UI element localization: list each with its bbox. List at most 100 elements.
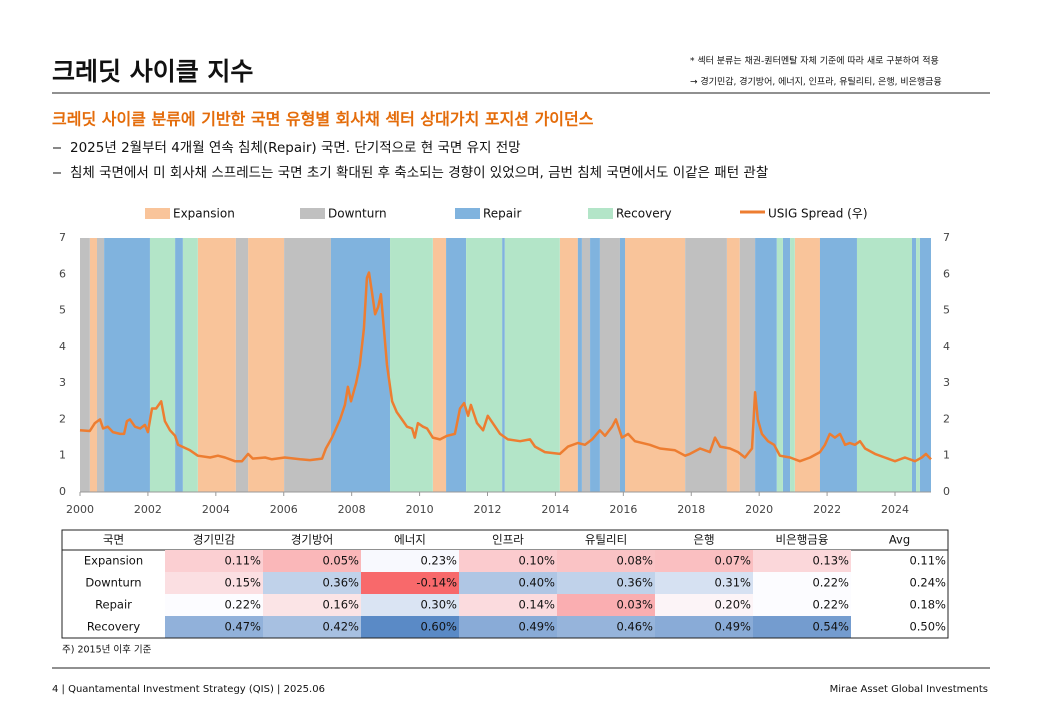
footnote: 주) 2015년 이후 기준 xyxy=(62,645,152,656)
phase-band xyxy=(80,238,90,492)
heat-cell xyxy=(165,594,263,616)
column-header: 경기방어 xyxy=(291,533,333,547)
row-label: Expansion xyxy=(84,554,143,568)
heat-cell xyxy=(263,572,361,594)
cell-value: 0.03% xyxy=(616,598,653,612)
heat-cell xyxy=(165,572,263,594)
column-header: 유틸리티 xyxy=(585,533,627,547)
y-tick-label: 4 xyxy=(59,340,66,353)
cell-value: 0.47% xyxy=(224,620,261,634)
cell-value: 0.10% xyxy=(518,554,555,568)
phase-band xyxy=(432,238,447,492)
cell-value: 0.31% xyxy=(714,576,751,590)
heat-cell xyxy=(263,550,361,572)
legend-label: Downturn xyxy=(328,207,387,221)
cell-value: 0.15% xyxy=(224,576,261,590)
heat-cell xyxy=(263,616,361,638)
phase-band xyxy=(149,238,176,492)
phase-band xyxy=(390,238,433,492)
x-tick-label: 2016 xyxy=(609,503,637,516)
heat-cell xyxy=(753,550,851,572)
heat-cell xyxy=(557,572,655,594)
avg-value: 0.24% xyxy=(909,576,946,590)
heat-cell xyxy=(361,550,459,572)
phase-band xyxy=(916,238,920,492)
legend-swatch xyxy=(300,208,325,219)
cell-value: 0.23% xyxy=(420,554,457,568)
y-tick-label: 7 xyxy=(59,231,66,244)
page-title: 크레딧 사이클 지수 xyxy=(52,57,253,86)
phase-band xyxy=(96,238,105,492)
x-tick-label: 2018 xyxy=(677,503,705,516)
table-border xyxy=(61,529,949,639)
cell-value: 0.49% xyxy=(714,620,751,634)
heat-cell xyxy=(165,550,263,572)
heat-cell xyxy=(459,550,557,572)
footer-right: Mirae Asset Global Investments xyxy=(830,684,988,695)
y2-tick-label: 2 xyxy=(943,412,950,425)
phase-band xyxy=(919,238,931,492)
column-header: Avg xyxy=(889,533,910,547)
y2-tick-label: 1 xyxy=(943,449,950,462)
cell-value: 0.11% xyxy=(224,554,261,568)
bullet: 2025년 2월부터 4개월 연속 침체(Repair) 국면. 단기적으로 현… xyxy=(70,140,521,156)
y2-tick-label: 3 xyxy=(943,376,950,389)
legend-label: Expansion xyxy=(173,207,235,221)
phase-band xyxy=(89,238,97,492)
phase-band xyxy=(197,238,236,492)
legend-label: Recovery xyxy=(616,207,672,221)
heat-cell xyxy=(753,572,851,594)
y2-tick-label: 0 xyxy=(943,485,950,498)
spread-line xyxy=(79,271,932,463)
phase-band xyxy=(599,238,620,492)
cell-value: 0.07% xyxy=(714,554,751,568)
phase-band xyxy=(446,238,467,492)
heat-cell xyxy=(459,572,557,594)
note: * 섹터 분류는 채권-퀀터멘탈 자체 기준에 따라 새로 구분하여 적용 xyxy=(690,55,939,67)
phase-band xyxy=(577,238,582,492)
heat-cell xyxy=(459,594,557,616)
phase-band xyxy=(559,238,578,492)
y2-tick-label: 6 xyxy=(943,267,950,280)
column-header: 국면 xyxy=(103,533,124,547)
cell-value: 0.22% xyxy=(812,598,849,612)
cell-value: 0.49% xyxy=(518,620,555,634)
legend-label: Repair xyxy=(483,207,521,221)
cell-value: 0.30% xyxy=(420,598,457,612)
y-tick-label: 2 xyxy=(59,412,66,425)
avg-value: 0.18% xyxy=(909,598,946,612)
heat-cell xyxy=(557,616,655,638)
phase-band xyxy=(104,238,150,492)
phase-band xyxy=(235,238,249,492)
heat-cell xyxy=(655,550,753,572)
column-header: 에너지 xyxy=(394,533,426,547)
cell-value: 0.22% xyxy=(812,576,849,590)
cell-value: 0.20% xyxy=(714,598,751,612)
y-tick-label: 1 xyxy=(59,449,66,462)
phase-band xyxy=(182,238,198,492)
cell-value: -0.14% xyxy=(416,576,457,590)
table: 국면 경기민감 경기방어 에너지 인프라 유틸리티 은행 비은행금융 Avg Expansion 0… xyxy=(61,529,949,639)
x-tick-label: 2004 xyxy=(202,503,230,516)
phase-band xyxy=(590,238,600,492)
phase-band xyxy=(504,238,560,492)
bullet: 침체 국면에서 미 회사채 스프레드는 국면 초기 확대된 후 축소되는 경향이… xyxy=(70,165,768,181)
legend-swatch xyxy=(145,208,170,219)
x-tick-label: 2022 xyxy=(813,503,841,516)
heat-cell xyxy=(361,616,459,638)
heat-cell xyxy=(165,616,263,638)
x-tick-label: 2020 xyxy=(745,503,773,516)
y2-tick-label: 4 xyxy=(943,340,950,353)
heat-cell xyxy=(655,616,753,638)
phase-band xyxy=(790,238,795,492)
phase-band xyxy=(911,238,917,492)
cell-value: 0.54% xyxy=(812,620,849,634)
heat-cell xyxy=(263,594,361,616)
x-tick-label: 2000 xyxy=(66,503,94,516)
note: → 경기민감, 경기방어, 에너지, 인프라, 유틸리티, 은행, 비은행금융 xyxy=(690,76,942,88)
y-tick-label: 0 xyxy=(59,485,66,498)
phase-band xyxy=(739,238,756,492)
cell-value: 0.36% xyxy=(616,576,653,590)
